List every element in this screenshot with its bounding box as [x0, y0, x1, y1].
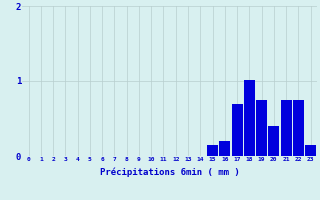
- Bar: [207, 145, 218, 156]
- Bar: [293, 100, 304, 156]
- Bar: [256, 100, 267, 156]
- Bar: [268, 126, 279, 156]
- Bar: [244, 79, 255, 156]
- Bar: [281, 100, 292, 156]
- Bar: [232, 104, 243, 156]
- Bar: [219, 141, 230, 156]
- Bar: [305, 145, 316, 156]
- X-axis label: Précipitations 6min ( mm ): Précipitations 6min ( mm ): [100, 168, 239, 177]
